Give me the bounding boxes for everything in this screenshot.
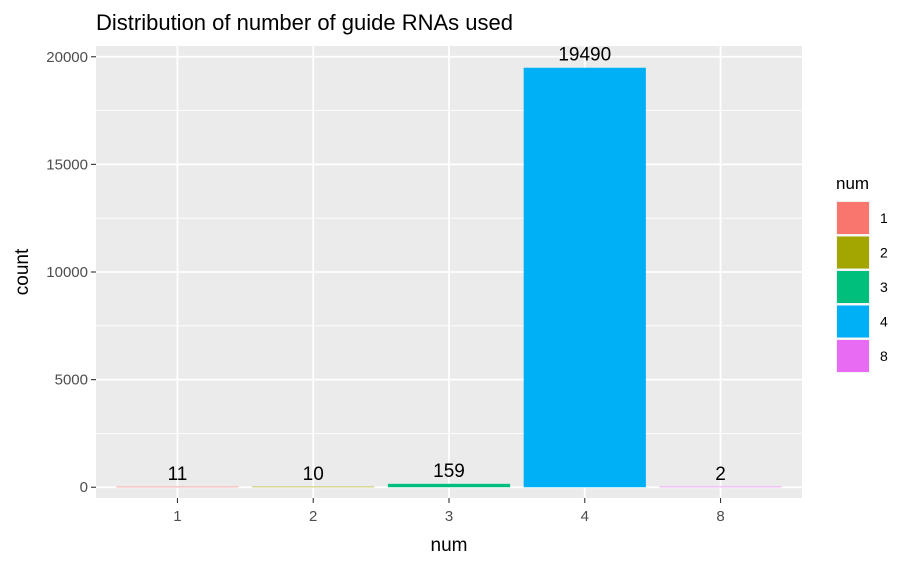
data-label: 10 [303,464,324,485]
x-tick-label: 3 [445,508,453,525]
legend-label: 4 [880,314,888,330]
y-tick-label: 20000 [46,49,88,66]
data-label: 19490 [558,45,611,66]
y-tick-label: 15000 [46,156,88,173]
data-labels: 11 10 159 19490 2 [168,45,726,485]
x-tick-label: 4 [581,508,589,525]
y-axis-title: count [12,248,33,295]
bars [116,67,782,488]
y-tick-label: 10000 [46,264,88,281]
legend-label: 3 [880,279,888,295]
x-tick-label: 1 [173,508,181,525]
legend-key [837,202,869,234]
y-axis: 0 5000 10000 15000 20000 [46,49,96,496]
legend-key [837,271,869,303]
data-label: 2 [715,464,726,485]
bar [387,483,511,488]
legend-key [837,305,869,338]
legend: num 1 2 3 4 8 [836,174,888,373]
legend-key [837,236,869,269]
x-axis-title: num [431,535,468,556]
data-label: 11 [168,464,188,485]
x-tick-label: 2 [309,508,317,525]
legend-label: 8 [880,348,888,364]
data-label: 159 [433,461,465,482]
y-tick-label: 0 [80,479,88,496]
legend-title: num [836,174,869,193]
legend-label: 1 [880,210,888,226]
x-tick-label: 8 [716,508,724,525]
chart-title: Distribution of number of guide RNAs use… [96,10,513,35]
bar [252,486,375,488]
legend-key [837,340,869,372]
bar [523,67,646,488]
bar [659,486,782,488]
x-axis: 1 2 3 4 8 [173,498,725,525]
y-tick-label: 5000 [55,372,88,389]
legend-label: 2 [880,245,888,261]
bar [116,486,239,488]
major-gridlines [96,46,802,498]
